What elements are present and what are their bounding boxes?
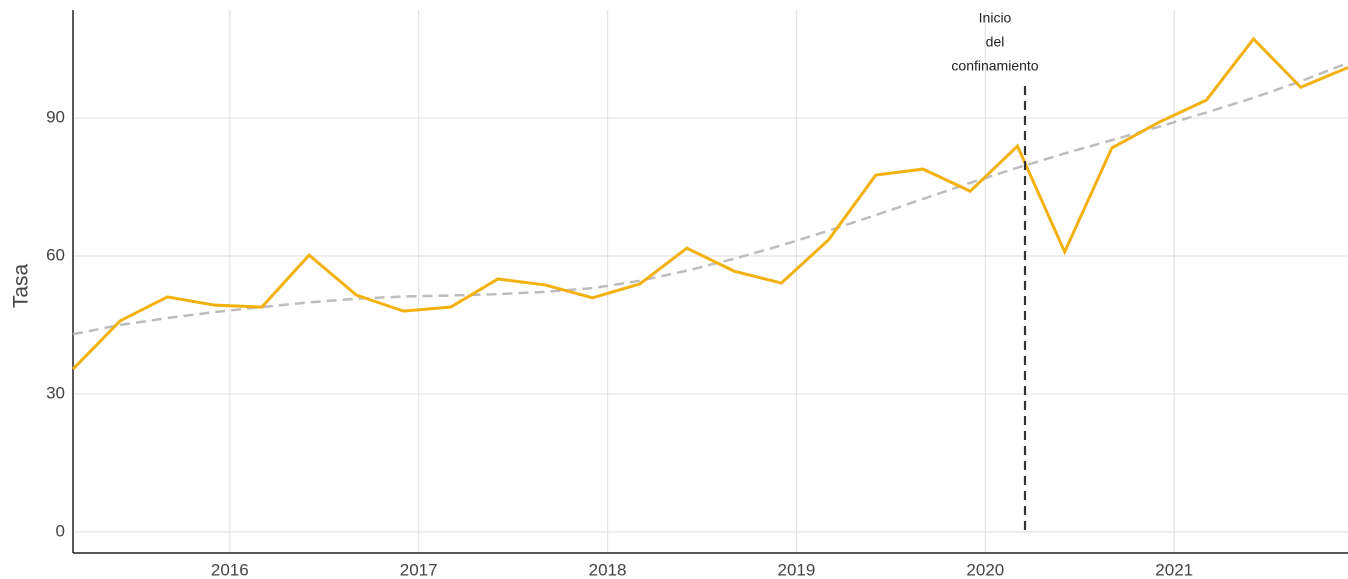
y-tick-label: 30 — [46, 383, 65, 402]
x-tick-label: 2018 — [589, 560, 627, 579]
y-tick-label: 60 — [46, 245, 65, 264]
event-label: del — [986, 34, 1005, 50]
x-tick-label: 2021 — [1155, 560, 1193, 579]
data-line — [71, 36, 1348, 371]
event-label: Inicio — [979, 10, 1012, 26]
x-tick-label: 2016 — [211, 560, 249, 579]
x-tick-label: 2020 — [966, 560, 1004, 579]
event-label: confinamiento — [951, 58, 1038, 74]
y-tick-label: 0 — [56, 521, 65, 540]
y-axis-title: Tasa — [10, 264, 33, 309]
trend-line — [72, 61, 1348, 336]
y-tick-label: 90 — [46, 108, 65, 127]
x-tick-label: 2017 — [400, 560, 438, 579]
x-tick-label: 2019 — [778, 560, 816, 579]
